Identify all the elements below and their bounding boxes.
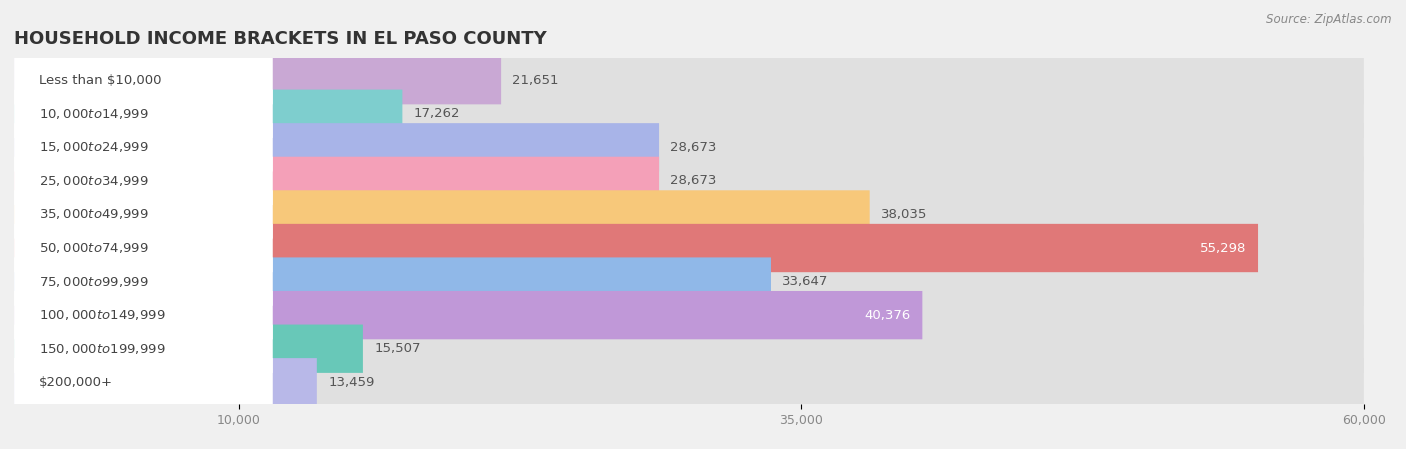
- Text: $25,000 to $34,999: $25,000 to $34,999: [39, 174, 149, 188]
- FancyBboxPatch shape: [14, 190, 870, 238]
- FancyBboxPatch shape: [14, 56, 501, 104]
- FancyBboxPatch shape: [14, 257, 273, 306]
- FancyBboxPatch shape: [14, 291, 273, 339]
- Text: 28,673: 28,673: [671, 174, 717, 187]
- FancyBboxPatch shape: [14, 291, 1364, 339]
- FancyBboxPatch shape: [14, 291, 922, 339]
- FancyBboxPatch shape: [14, 190, 1364, 238]
- FancyBboxPatch shape: [14, 224, 1258, 272]
- FancyBboxPatch shape: [14, 325, 363, 373]
- Text: 21,651: 21,651: [512, 74, 558, 87]
- Text: $10,000 to $14,999: $10,000 to $14,999: [39, 107, 149, 121]
- Text: $100,000 to $149,999: $100,000 to $149,999: [39, 308, 166, 322]
- Text: HOUSEHOLD INCOME BRACKETS IN EL PASO COUNTY: HOUSEHOLD INCOME BRACKETS IN EL PASO COU…: [14, 31, 547, 48]
- FancyBboxPatch shape: [14, 123, 1364, 172]
- FancyBboxPatch shape: [14, 257, 770, 306]
- Text: $50,000 to $74,999: $50,000 to $74,999: [39, 241, 149, 255]
- FancyBboxPatch shape: [14, 157, 1364, 205]
- Text: 55,298: 55,298: [1201, 242, 1247, 255]
- FancyBboxPatch shape: [14, 224, 273, 272]
- Text: $15,000 to $24,999: $15,000 to $24,999: [39, 141, 149, 154]
- FancyBboxPatch shape: [14, 257, 1364, 306]
- Text: 38,035: 38,035: [882, 208, 928, 221]
- Text: 17,262: 17,262: [413, 107, 460, 120]
- FancyBboxPatch shape: [14, 325, 1364, 373]
- Text: $75,000 to $99,999: $75,000 to $99,999: [39, 275, 149, 289]
- Text: 40,376: 40,376: [865, 308, 911, 321]
- Text: 28,673: 28,673: [671, 141, 717, 154]
- Text: $200,000+: $200,000+: [39, 376, 112, 389]
- FancyBboxPatch shape: [14, 325, 273, 373]
- FancyBboxPatch shape: [14, 56, 273, 104]
- Text: $35,000 to $49,999: $35,000 to $49,999: [39, 207, 149, 221]
- FancyBboxPatch shape: [14, 358, 273, 406]
- FancyBboxPatch shape: [14, 123, 659, 172]
- Text: 33,647: 33,647: [782, 275, 828, 288]
- Text: Less than $10,000: Less than $10,000: [39, 74, 162, 87]
- FancyBboxPatch shape: [14, 90, 273, 138]
- Text: $150,000 to $199,999: $150,000 to $199,999: [39, 342, 166, 356]
- Text: 15,507: 15,507: [374, 342, 420, 355]
- FancyBboxPatch shape: [14, 157, 273, 205]
- FancyBboxPatch shape: [14, 190, 273, 238]
- FancyBboxPatch shape: [14, 56, 1364, 104]
- FancyBboxPatch shape: [14, 90, 402, 138]
- FancyBboxPatch shape: [14, 123, 273, 172]
- FancyBboxPatch shape: [14, 90, 1364, 138]
- FancyBboxPatch shape: [14, 224, 1364, 272]
- FancyBboxPatch shape: [14, 358, 316, 406]
- FancyBboxPatch shape: [14, 157, 659, 205]
- Text: 13,459: 13,459: [328, 376, 374, 389]
- FancyBboxPatch shape: [14, 358, 1364, 406]
- Text: Source: ZipAtlas.com: Source: ZipAtlas.com: [1267, 13, 1392, 26]
